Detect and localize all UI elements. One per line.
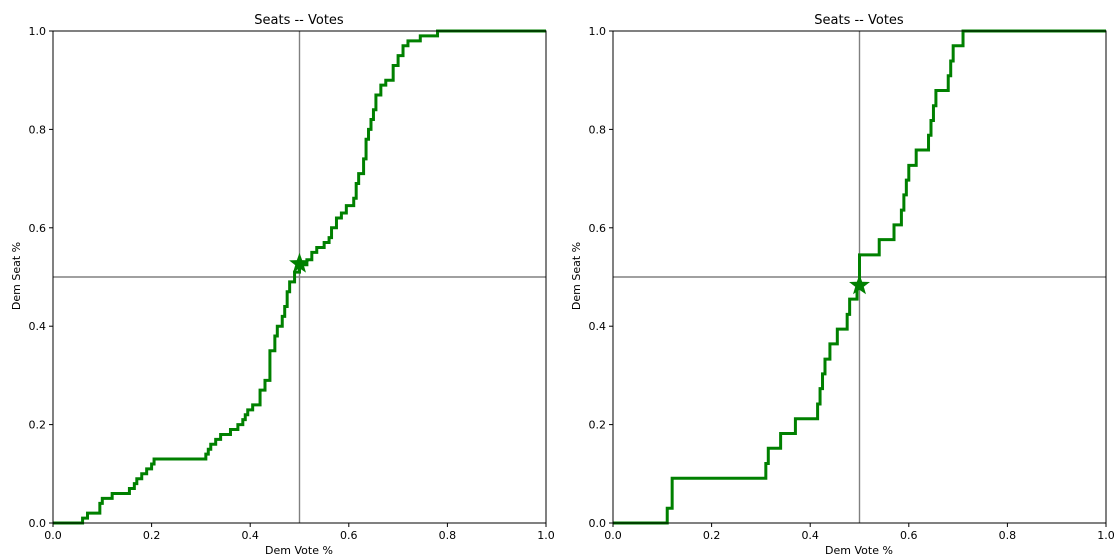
y-tick-label: 0.0 xyxy=(589,517,607,530)
y-tick-label: 0.6 xyxy=(29,222,47,235)
x-axis-label: Dem Vote % xyxy=(825,544,893,557)
x-tick-label: 0.2 xyxy=(143,529,161,542)
x-tick-label: 0.4 xyxy=(241,529,259,542)
chart-panel-left: Seats -- Votes Dem Vote % Dem Seat % 0.0… xyxy=(10,13,555,557)
series-line xyxy=(53,29,546,525)
y-tick-label: 0.0 xyxy=(29,517,47,530)
plot-area: 0.0 0.2 0.4 0.6 0.8 1.0 0.0 0.2 0.4 0.6 0.8 1.0 xyxy=(29,25,555,542)
x-tick-label: 0.2 xyxy=(703,529,721,542)
chart-title: Seats -- Votes xyxy=(254,13,344,28)
x-tick-label: 0.6 xyxy=(900,529,918,542)
x-axis-label: Dem Vote % xyxy=(265,544,333,557)
plot-area: 0.0 0.2 0.4 0.6 0.8 1.0 0.0 0.2 0.4 0.6 0.8 1.0 xyxy=(589,25,1114,542)
x-tick-label: 0.0 xyxy=(44,529,62,542)
x-tick-label: 1.0 xyxy=(537,529,555,542)
y-axis-label: Dem Seat % xyxy=(570,242,583,310)
star-marker xyxy=(289,252,310,273)
x-tick-label: 0.4 xyxy=(801,529,819,542)
y-tick-label: 1.0 xyxy=(589,25,607,38)
y-tick-label: 0.4 xyxy=(589,320,607,333)
y-tick-label: 0.4 xyxy=(29,320,47,333)
x-tick-label: 1.0 xyxy=(1097,529,1114,542)
y-tick-label: 1.0 xyxy=(29,25,47,38)
chart-title: Seats -- Votes xyxy=(814,13,904,28)
x-tick-label: 0.8 xyxy=(999,529,1017,542)
x-tick-label: 0.0 xyxy=(604,529,622,542)
axes-frame xyxy=(612,30,1107,524)
y-tick-label: 0.8 xyxy=(29,123,47,136)
y-tick-label: 0.2 xyxy=(29,419,47,432)
series-line xyxy=(613,29,1106,525)
axes-frame xyxy=(52,30,547,524)
x-tick-label: 0.8 xyxy=(439,529,457,542)
x-tick-label: 0.6 xyxy=(340,529,358,542)
y-tick-label: 0.8 xyxy=(589,123,607,136)
y-axis-label: Dem Seat % xyxy=(10,242,23,310)
y-tick-label: 0.6 xyxy=(589,222,607,235)
star-marker xyxy=(849,274,870,295)
chart-panel-right: Seats -- Votes Dem Vote % Dem Seat % 0.0… xyxy=(570,13,1114,557)
y-tick-label: 0.2 xyxy=(589,419,607,432)
